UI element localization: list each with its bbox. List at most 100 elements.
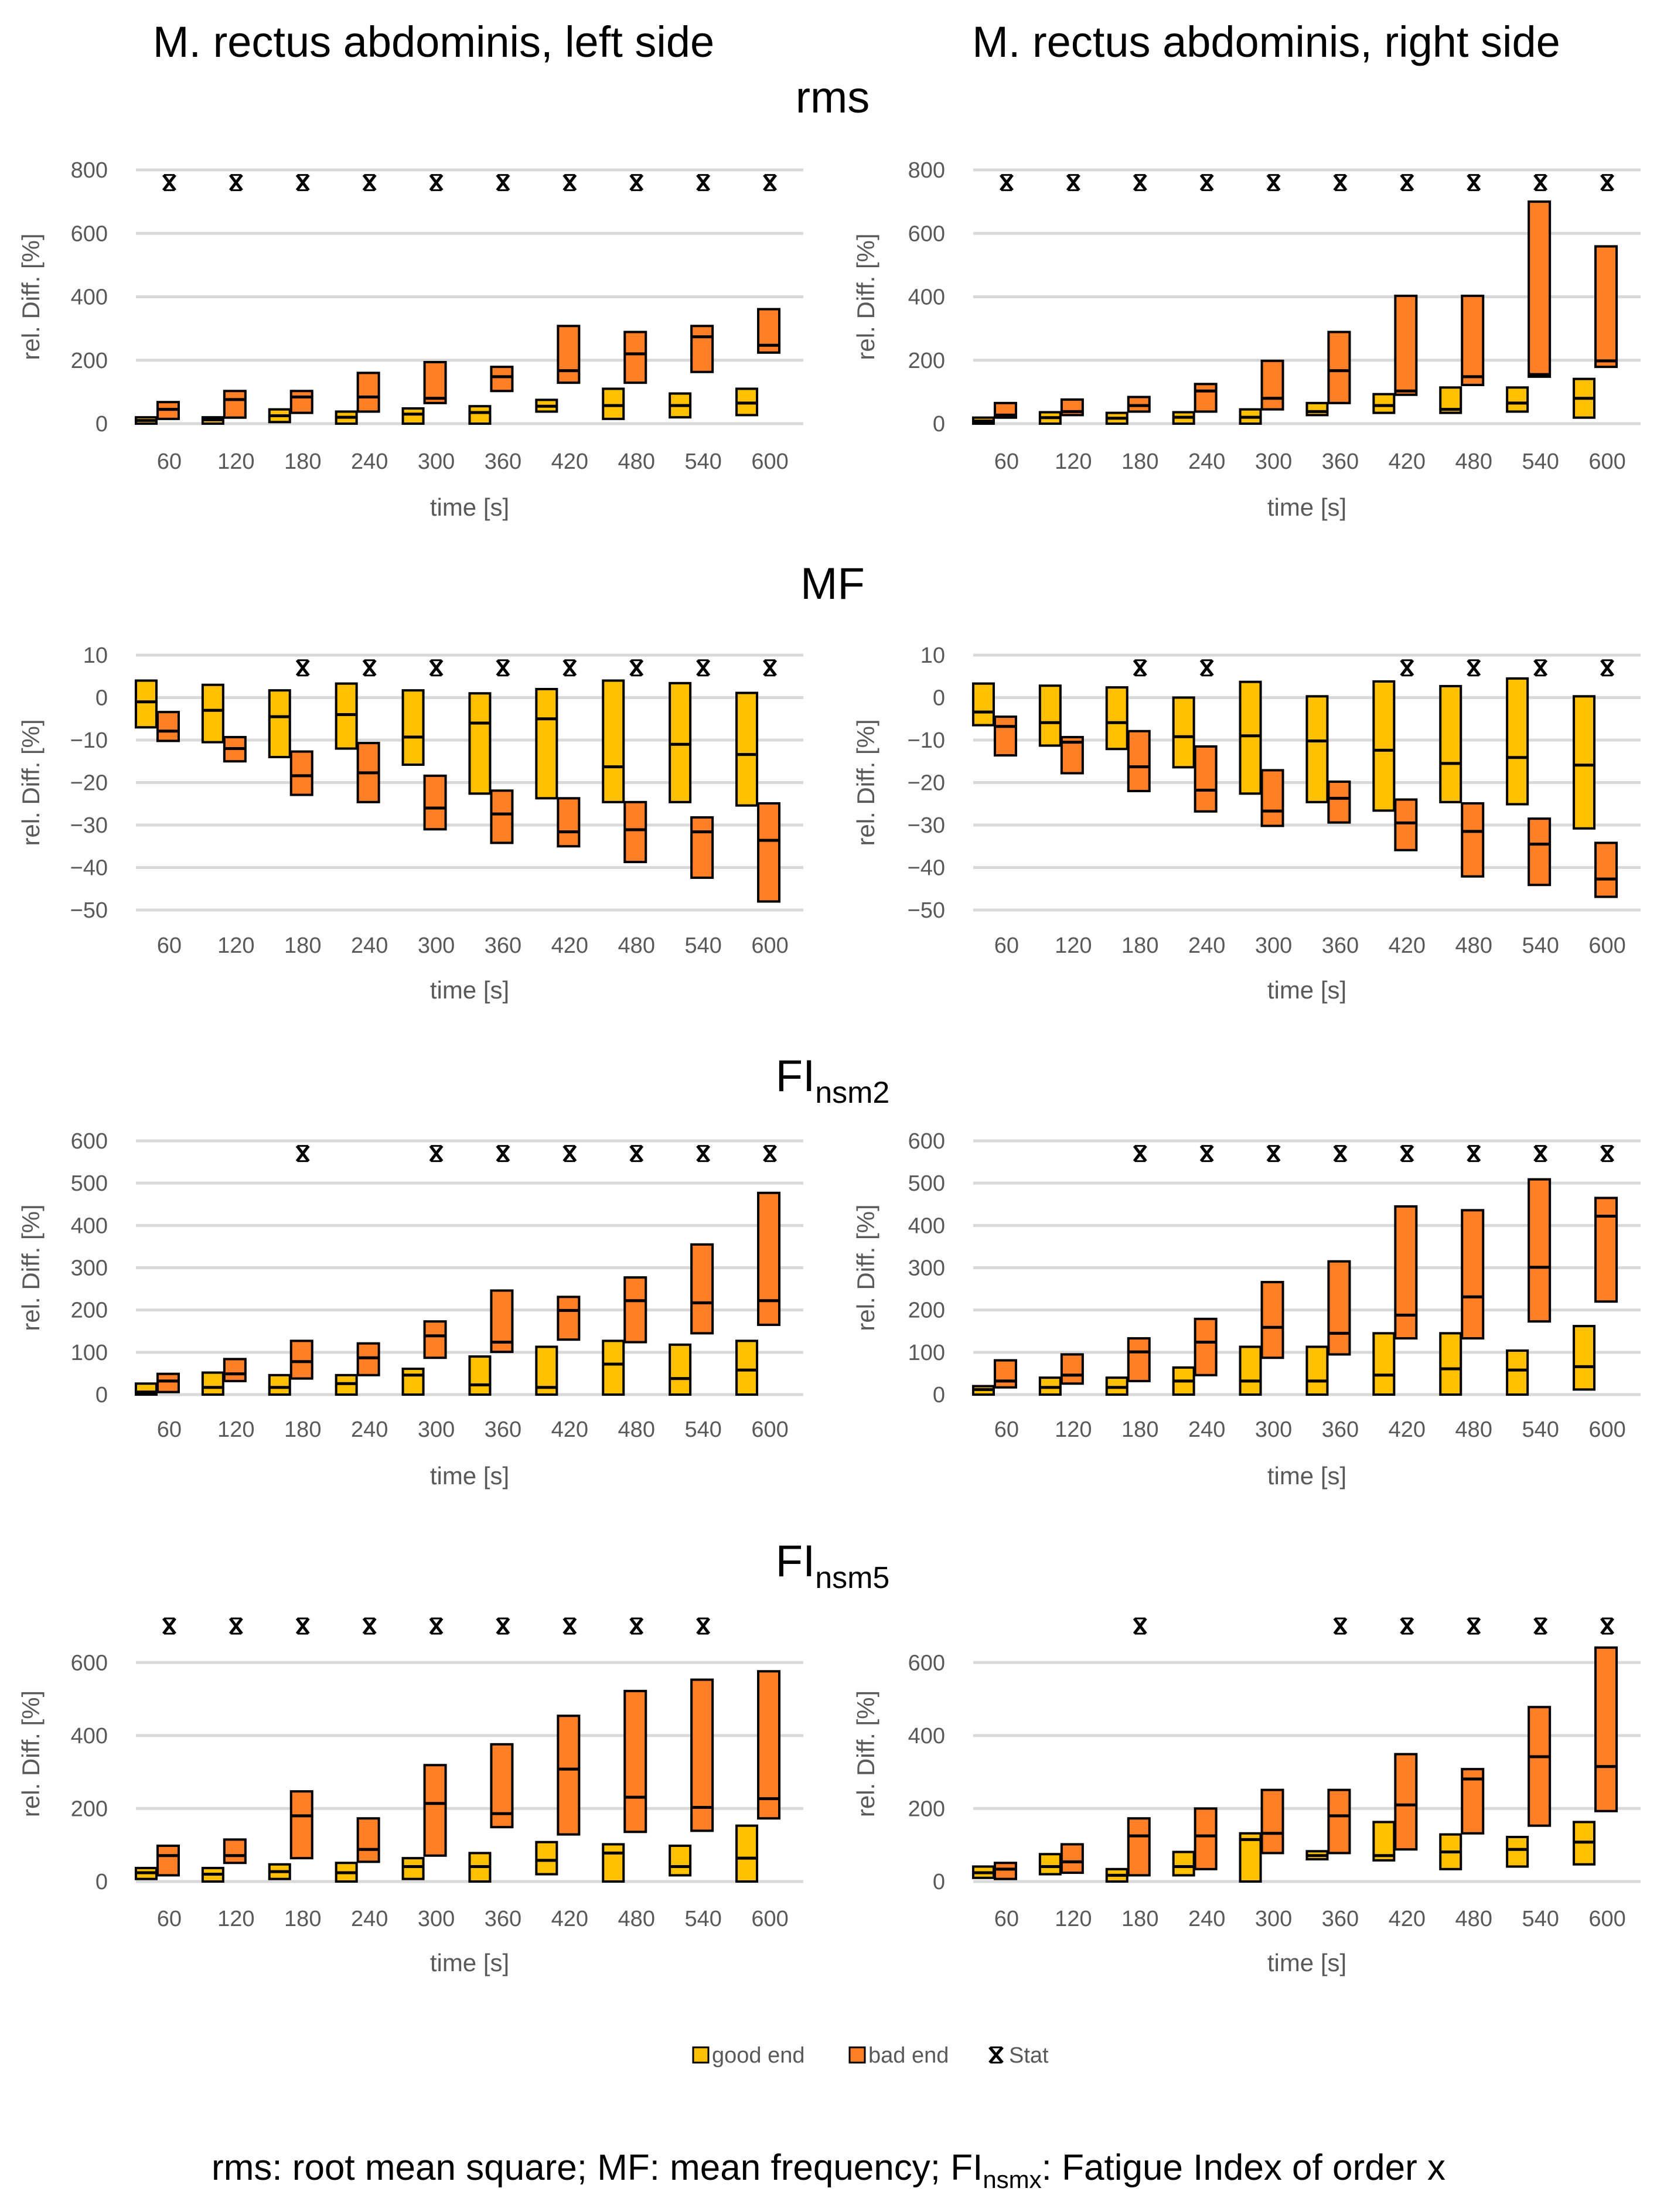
stat-marker-x-icon: [1333, 174, 1348, 192]
good-end-box: [1439, 1833, 1462, 1870]
good-end-box: [1172, 696, 1195, 769]
good-end-box-rect: [1506, 1349, 1529, 1396]
x-tick-label: 420: [551, 1907, 588, 1931]
stat-marker-x-icon: [362, 174, 377, 192]
bad-end-box-rect: [223, 390, 247, 419]
stat-marker-x-icon: [362, 659, 377, 677]
x-tick-label: 180: [1121, 1417, 1158, 1442]
y-tick-label: 200: [908, 1797, 945, 1821]
bad-end-box-rect: [1327, 780, 1351, 824]
x-tick-label: 420: [551, 933, 588, 958]
stat-marker-x-icon: [1467, 1617, 1481, 1635]
x-tick-label: 540: [1522, 449, 1559, 474]
header-right: M. rectus abdominis, right side: [972, 18, 1560, 66]
chart-right-5: 0 100 200 300 400 500 600 60 120 180 240 300 360 420 4…: [852, 1129, 1641, 1490]
stat-marker-x-icon: [1133, 1617, 1147, 1635]
bad-end-box: [1060, 735, 1084, 775]
bad-end-box: [1327, 330, 1351, 404]
bad-end-box: [356, 742, 380, 803]
bad-end-box: [289, 1340, 313, 1380]
bad-end-box-rect: [1127, 1337, 1151, 1382]
stat-marker-x-icon: [1133, 659, 1147, 677]
good-end-box-rect: [1105, 686, 1128, 751]
bad-end-box-rect: [223, 1358, 247, 1382]
bad-end-box: [690, 816, 714, 879]
good-end-box-rect: [1038, 1853, 1062, 1876]
good-end-box: [1172, 1366, 1195, 1396]
x-tick-label: 180: [284, 449, 321, 474]
bad-end-box: [156, 1372, 180, 1393]
stat-marker-x-icon: [696, 659, 711, 677]
y-tick-label: 0: [96, 1383, 108, 1407]
good-end-box-rect: [401, 1857, 425, 1880]
bad-end-box: [1594, 1197, 1618, 1303]
good-end-box-rect: [602, 1843, 625, 1883]
good-end-box-rect: [468, 692, 492, 795]
good-end-box-rect: [669, 1343, 692, 1396]
bad-end-box-rect: [1327, 330, 1351, 404]
stat-marker-x-icon: [162, 174, 176, 192]
good-end-box: [468, 405, 492, 425]
bad-end-box: [557, 1715, 581, 1836]
bad-end-box-rect: [690, 1678, 714, 1832]
good-end-box: [1172, 1850, 1195, 1877]
good-end-box: [201, 1866, 224, 1883]
stat-marker-x-icon: [1400, 1617, 1414, 1635]
good-end-box: [401, 1367, 425, 1396]
good-end-box-rect: [1573, 695, 1596, 830]
chart-right-7: 0 200 400 600 60 120 180 240 300 360 420 480 540 600 t…: [852, 1617, 1641, 1976]
good-end-box: [1239, 408, 1262, 425]
good-end-box-rect: [1372, 680, 1396, 812]
y-tick-label: −20: [908, 771, 945, 796]
stat-marker-x-icon: [1400, 1145, 1414, 1163]
bad-end-box: [1194, 1317, 1218, 1376]
good-end-box-rect: [335, 682, 358, 750]
y-axis-label: rel. Diff. [%]: [852, 719, 879, 846]
good-end-box: [1239, 1345, 1262, 1396]
chart-left-0: 0 200 400 600 800 60 120 180 240 300 360 420 480 540 6…: [17, 158, 803, 521]
bad-end-box-rect: [1194, 1317, 1218, 1376]
x-tick-label: 480: [1455, 449, 1492, 474]
bad-end-box-rect: [757, 1191, 781, 1326]
good-end-box-rect: [1305, 1345, 1329, 1396]
stat-marker-x-icon: [295, 174, 310, 192]
good-end-box: [669, 392, 692, 419]
stat-marker-x-icon: [1199, 1145, 1214, 1163]
chart-right-1: 0 200 400 600 800 60 120 180 240 300 360 420 480 540 6…: [852, 158, 1641, 521]
bad-end-box: [1060, 398, 1084, 417]
section-title-mf: MF: [800, 559, 865, 609]
legend-bad-end-swatch: [848, 2046, 866, 2064]
x-tick-label: 420: [551, 449, 588, 474]
bad-end-box-rect: [1394, 1753, 1418, 1851]
stat-marker-x-icon: [429, 659, 444, 677]
bad-end-box-rect: [1260, 359, 1284, 411]
x-tick-label: 240: [351, 1907, 388, 1931]
x-tick-label: 300: [418, 1907, 455, 1931]
stat-marker-x-icon: [1533, 1617, 1548, 1635]
stat-marker-x-icon: [696, 1617, 711, 1635]
good-end-box: [1038, 684, 1062, 747]
x-tick-label: 600: [1588, 1907, 1625, 1931]
section-title-fi-nsm2: FInsm2: [776, 1051, 890, 1110]
bad-end-box-rect: [690, 1243, 714, 1335]
good-end-box: [1038, 1853, 1062, 1876]
x-tick-label: 420: [1389, 449, 1426, 474]
stat-marker-x-icon: [295, 659, 310, 677]
legend-good-end-swatch: [692, 2046, 710, 2064]
bad-end-box-rect: [1594, 841, 1618, 898]
stat-marker-x-icon: [1199, 659, 1214, 677]
x-tick-label: 240: [1188, 1907, 1225, 1931]
bad-end-box: [993, 1359, 1017, 1389]
x-tick-label: 180: [1121, 1907, 1158, 1931]
x-tick-label: 540: [1522, 933, 1559, 958]
bad-end-box-rect: [1260, 1281, 1284, 1359]
bad-end-box: [623, 1689, 647, 1833]
bad-end-box: [757, 308, 781, 354]
bad-end-box-rect: [1327, 1260, 1351, 1356]
x-tick-label: 600: [1588, 933, 1625, 958]
x-tick-label: 360: [485, 449, 521, 474]
bad-end-box-rect: [1127, 730, 1151, 793]
good-end-box: [1573, 377, 1596, 419]
x-tick-label: 60: [157, 449, 182, 474]
section-title-rms: rms: [796, 73, 870, 122]
